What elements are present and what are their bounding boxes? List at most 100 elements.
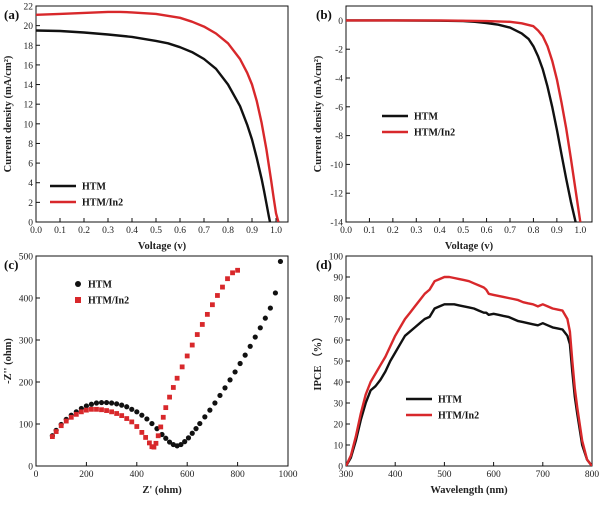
data-point: [230, 270, 235, 276]
data-point: [232, 369, 238, 375]
data-point: [215, 293, 220, 298]
x-tick-label: 200: [79, 470, 94, 480]
x-tick-label: 700: [536, 470, 551, 480]
x-tick-label: 0.7: [198, 226, 210, 236]
panel-a: (a) 0.0 0.1 0.2 0.3 0.4 0.5 0.6 0.7 0.8 0.9 1.0 0 2 4 6…: [3, 3, 289, 252]
y-tick-label: 12: [24, 101, 34, 111]
series-htm: [49, 258, 284, 449]
data-point: [149, 420, 155, 427]
y-tick-label: 10: [334, 442, 344, 452]
y-tick-label: 0: [28, 463, 33, 473]
y-tick-label: 0: [338, 17, 343, 27]
x-tick-label: 0.7: [504, 226, 516, 236]
x-tick-label: 0.9: [551, 226, 563, 236]
data-point: [194, 332, 200, 337]
x-tick-label: 0.4: [126, 226, 138, 236]
data-point: [267, 305, 273, 311]
y-tick-label: 300: [19, 337, 34, 347]
plot-frame: [345, 5, 593, 223]
x-tick-label: 800: [585, 470, 600, 480]
y-tick-label: 20: [24, 22, 34, 32]
series-htm: [36, 29, 272, 222]
data-point: [182, 439, 188, 445]
data-point: [158, 424, 164, 430]
legend-label: HTM/In2: [88, 296, 129, 307]
data-point: [83, 403, 89, 409]
data-point: [167, 394, 172, 400]
data-point: [227, 377, 233, 383]
data-point: [189, 430, 195, 436]
panel-b: (b) 0.0 0.1 0.2 0.3 0.4 0.5 0.6 0.7 0.8 0.9 1.0 0 -2 -…: [313, 5, 593, 252]
y-tick-label: 80: [334, 295, 344, 305]
data-point: [193, 426, 199, 432]
y-tick-label: 100: [19, 421, 34, 431]
data-point: [114, 411, 120, 416]
y-tick-label: 20: [334, 421, 344, 431]
data-point: [197, 420, 203, 427]
data-point: [58, 423, 64, 429]
x-tick-label: 0.9: [246, 226, 258, 236]
y-tick-label: 400: [19, 295, 34, 305]
x-tick-label: 0.8: [527, 226, 539, 236]
legend-label: HTM: [438, 395, 462, 406]
x-axis-label: Wavelength (nm): [430, 485, 508, 496]
series-line: [346, 275, 592, 466]
data-point: [262, 315, 268, 321]
data-point: [109, 400, 115, 406]
data-point: [212, 400, 218, 406]
data-point: [160, 414, 166, 420]
y-axis-label: -Z'' (ohm): [3, 338, 14, 384]
data-point: [185, 435, 192, 441]
x-tick-label: 0.5: [457, 226, 469, 236]
data-point: [184, 353, 190, 359]
series-line: [36, 29, 272, 222]
x-tick-label: 0.4: [434, 226, 446, 236]
y-tick-label: 60: [334, 337, 344, 347]
y-tick-label: 18: [24, 42, 34, 52]
x-tick-label: 800: [230, 470, 245, 480]
data-point: [119, 413, 125, 418]
data-point: [109, 409, 114, 415]
data-point: [154, 426, 160, 432]
x-tick-label: 0.8: [222, 226, 234, 236]
y-tick-label: 70: [334, 316, 344, 326]
data-point: [179, 364, 185, 370]
legend-label: HTM: [82, 182, 106, 193]
y-tick-label: -8: [335, 132, 343, 142]
x-tick-label: 0.5: [150, 226, 162, 236]
data-point: [139, 412, 145, 418]
plot-frame: [35, 255, 289, 467]
data-point: [207, 407, 213, 413]
data-point: [220, 284, 225, 290]
data-point: [252, 334, 258, 340]
x-tick-label: 0.6: [174, 226, 186, 236]
data-point: [153, 440, 159, 446]
plot-frame: [35, 5, 289, 223]
panel-d: (d) 300 400 500 600 700 800 0 10 20 30 40 50 60 70 80 90…: [311, 253, 599, 497]
data-point: [129, 419, 135, 425]
data-point: [174, 375, 180, 381]
y-axis-label: IPCE （%）: [311, 331, 324, 390]
data-point: [237, 360, 243, 367]
data-point: [78, 409, 84, 415]
data-point: [257, 325, 263, 331]
data-point: [163, 405, 169, 411]
series-line: [36, 10, 280, 222]
data-point: [84, 407, 89, 413]
data-point: [147, 440, 152, 446]
panel-c: (c) 0 200 400 600 800 1000 0 100 200 300 400 500 Z' (…: [3, 253, 298, 497]
data-point: [235, 267, 240, 273]
data-point: [222, 385, 228, 391]
x-tick-label: 0.6: [481, 226, 493, 236]
data-point: [159, 431, 165, 438]
data-point: [98, 399, 105, 406]
data-point: [99, 407, 104, 413]
legend-swatch: [75, 297, 81, 303]
data-point: [129, 406, 135, 412]
data-point: [88, 401, 95, 407]
x-tick-label: 600: [486, 470, 501, 480]
y-tick-label: 50: [334, 358, 344, 368]
data-point: [49, 434, 55, 439]
data-point: [119, 402, 125, 408]
x-tick-label: 0.0: [30, 226, 42, 236]
